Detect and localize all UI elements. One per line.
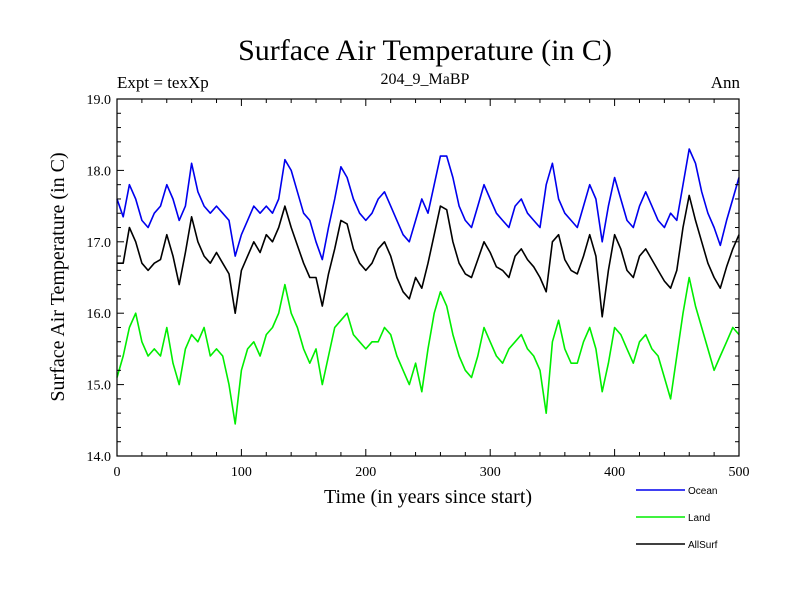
y-tick-label: 16.0 (87, 307, 112, 322)
y-tick-label: 14.0 (87, 450, 112, 465)
x-tick-label: 200 (355, 465, 376, 480)
season-label: Ann (711, 73, 741, 92)
series-line-allsurf (117, 194, 740, 318)
legend-label-land: Land (688, 513, 710, 524)
experiment-label: Expt = texXp (117, 73, 209, 92)
y-tick-label: 18.0 (87, 164, 112, 179)
series-layer (116, 148, 740, 425)
chart-subtitle: 204_9_MaBP (381, 71, 470, 88)
x-tick-label: 500 (729, 465, 750, 480)
x-tick-label: 300 (480, 465, 501, 480)
chart-title: Surface Air Temperature (in C) (238, 34, 612, 67)
x-axis-title: Time (in years since start) (324, 486, 532, 508)
y-tick-label: 17.0 (87, 236, 112, 251)
x-tick-label: 400 (604, 465, 625, 480)
series-line-land (116, 276, 740, 425)
ticks-layer: 0 100 200 300 400 500 14.0 15.0 16.0 17.0 18.0 19.0 (87, 93, 750, 480)
legend: Ocean Land AllSurf (636, 486, 718, 551)
y-tick-label: 15.0 (87, 379, 112, 394)
plot-frame (116, 98, 740, 457)
legend-label-allsurf: AllSurf (688, 540, 718, 551)
series-line-ocean (116, 148, 740, 261)
x-tick-label: 0 (114, 465, 121, 480)
y-axis-title: Surface Air Temperature (in C) (47, 152, 69, 401)
legend-label-ocean: Ocean (688, 486, 717, 497)
y-tick-label: 19.0 (87, 93, 112, 108)
x-tick-label: 100 (231, 465, 252, 480)
